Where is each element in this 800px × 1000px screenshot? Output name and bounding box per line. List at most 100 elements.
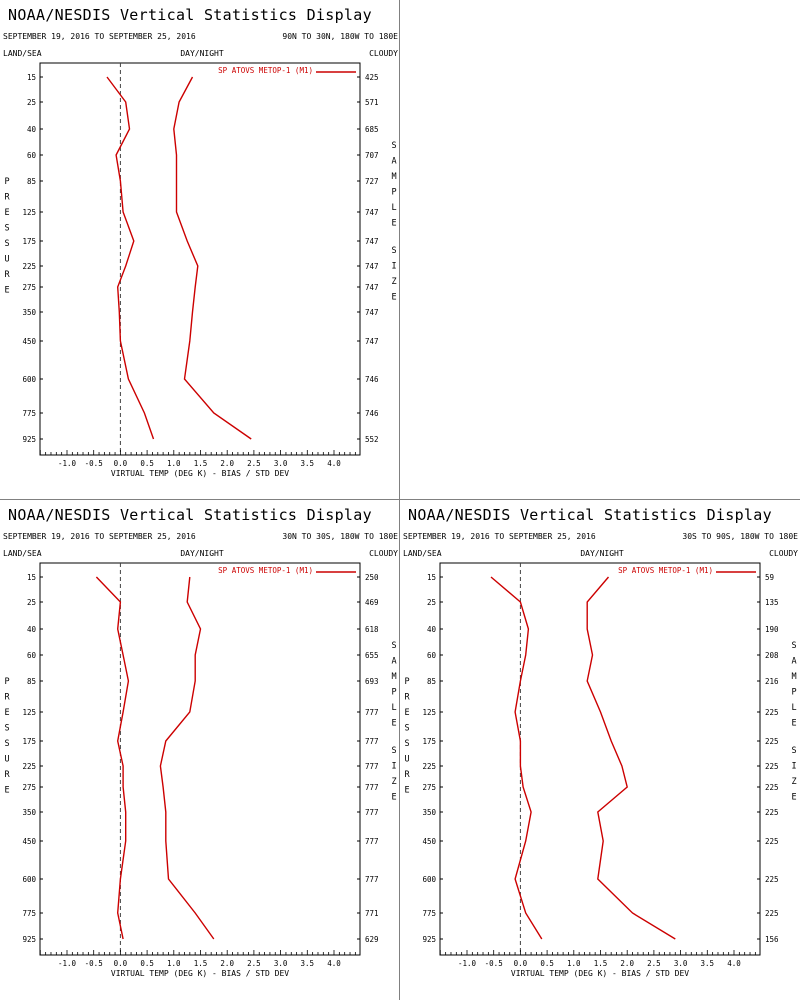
sample-size-axis-letter: A	[791, 657, 796, 667]
chart-panel-south: NOAA/NESDIS Vertical Statistics Display S…	[400, 500, 800, 1000]
sample-size-label: 747	[365, 208, 379, 217]
sample-size-axis-letter: S	[391, 246, 396, 256]
y-axis-label-letter: S	[4, 724, 9, 734]
legend-label: SP ATOVS METOP-1 (M1)	[618, 566, 713, 575]
pressure-level-label: 925	[22, 435, 36, 444]
x-tick-label: -0.5	[85, 459, 103, 468]
x-tick-label: 2.5	[647, 959, 661, 968]
pressure-level-label: 60	[27, 651, 37, 660]
x-tick-label: 0.5	[140, 459, 154, 468]
x-tick-label: 1.0	[567, 959, 581, 968]
y-axis-label-letter: S	[4, 239, 9, 249]
header-land-sea: LAND/SEA	[403, 549, 442, 558]
sample-size-axis-letter: E	[391, 793, 396, 803]
pressure-level-label: 15	[427, 573, 436, 582]
sample-size-axis-letter: P	[791, 688, 796, 698]
pressure-level-label: 125	[22, 208, 36, 217]
y-axis-label-letter: R	[4, 770, 10, 780]
y-axis-label-letter: R	[404, 770, 410, 780]
x-tick-label: 1.5	[194, 459, 208, 468]
sample-size-label: 59	[765, 573, 774, 582]
legend-label: SP ATOVS METOP-1 (M1)	[218, 66, 313, 75]
pressure-level-label: 775	[422, 909, 436, 918]
x-axis-label: VIRTUAL TEMP (DEG K) - BIAS / STD DEV	[111, 469, 289, 478]
sample-size-label: 747	[365, 308, 379, 317]
chart-svg-south: NOAA/NESDIS Vertical Statistics Display S…	[403, 506, 798, 978]
chart-title: NOAA/NESDIS Vertical Statistics Display	[8, 506, 372, 524]
x-tick-label: 2.0	[220, 959, 234, 968]
sample-size-label: 777	[365, 808, 379, 817]
x-tick-label: 0.5	[140, 959, 154, 968]
sample-size-axis-letter: L	[791, 703, 796, 713]
sample-size-label: 707	[365, 151, 379, 160]
sample-size-axis-letter: L	[391, 203, 396, 213]
x-tick-label: 4.0	[327, 459, 341, 468]
sample-size-axis-letter: A	[391, 157, 396, 167]
x-tick-label: 0.0	[514, 959, 528, 968]
x-tick-label: 2.5	[247, 959, 261, 968]
pressure-level-label: 85	[27, 177, 36, 186]
sample-size-label: 685	[365, 125, 379, 134]
pressure-level-label: 125	[422, 708, 436, 717]
sample-size-label: 225	[765, 762, 779, 771]
x-tick-label: -1.0	[58, 459, 77, 468]
y-axis-label-letter: S	[404, 739, 409, 749]
sample-size-axis-letter: M	[391, 172, 396, 182]
y-axis-label-letter: S	[4, 224, 9, 234]
pressure-level-label: 775	[22, 909, 36, 918]
x-tick-label: 3.5	[301, 459, 315, 468]
region: 90N TO 30N, 180W TO 180E	[282, 32, 398, 41]
pressure-level-label: 125	[22, 708, 36, 717]
date-range: SEPTEMBER 19, 2016 TO SEPTEMBER 25, 2016	[403, 532, 596, 541]
chart-svg-north: NOAA/NESDIS Vertical Statistics Display S…	[3, 6, 398, 478]
sample-size-axis-letter: S	[791, 746, 796, 756]
x-tick-label: 4.0	[327, 959, 341, 968]
x-tick-label: 3.0	[674, 959, 688, 968]
sample-size-label: 425	[365, 73, 379, 82]
sample-size-label: 225	[765, 875, 779, 884]
pressure-level-label: 175	[422, 737, 436, 746]
sample-size-label: 777	[365, 875, 379, 884]
series-line-std-dev	[159, 576, 215, 940]
x-axis-label: VIRTUAL TEMP (DEG K) - BIAS / STD DEV	[511, 969, 689, 978]
x-tick-label: 1.5	[194, 959, 208, 968]
sample-size-label: 747	[365, 337, 379, 346]
sample-size-label: 552	[365, 435, 379, 444]
x-tick-label: -1.0	[458, 959, 477, 968]
pressure-level-label: 275	[22, 283, 36, 292]
sample-size-label: 225	[765, 808, 779, 817]
x-tick-label: 1.5	[594, 959, 608, 968]
plot-frame	[39, 562, 361, 956]
sample-size-label: 777	[365, 837, 379, 846]
y-axis-label-letter: U	[404, 755, 409, 765]
pressure-level-label: 775	[22, 409, 36, 418]
series-line-bias	[490, 576, 543, 940]
pressure-level-label: 350	[22, 308, 36, 317]
sample-size-axis-letter: E	[791, 719, 796, 729]
x-tick-label: -0.5	[85, 959, 103, 968]
y-axis-label-letter: R	[4, 270, 10, 280]
y-axis-label-letter: U	[4, 255, 9, 265]
sample-size-axis-letter: P	[391, 188, 396, 198]
plot-frame	[39, 62, 361, 456]
x-tick-label: 2.0	[620, 959, 634, 968]
sample-size-axis-letter: A	[391, 657, 396, 667]
chart-title: NOAA/NESDIS Vertical Statistics Display	[8, 6, 372, 24]
sample-size-label: 225	[765, 708, 779, 717]
sample-size-axis-letter: S	[791, 641, 796, 651]
plot-frame	[439, 562, 761, 956]
y-axis-label-letter: P	[404, 677, 409, 687]
sample-size-label: 208	[765, 651, 779, 660]
pressure-level-label: 600	[22, 375, 36, 384]
header-day-night: DAY/NIGHT	[180, 549, 224, 558]
sample-size-label: 693	[365, 677, 379, 686]
series-line-bias	[106, 76, 155, 440]
pressure-level-label: 60	[27, 151, 37, 160]
pressure-level-label: 40	[27, 125, 37, 134]
sample-size-label: 225	[765, 737, 779, 746]
sample-size-label: 225	[765, 837, 779, 846]
sample-size-axis-letter: M	[391, 672, 396, 682]
pressure-level-label: 85	[27, 677, 36, 686]
pressure-level-label: 175	[22, 237, 36, 246]
y-axis-label-letter: E	[404, 708, 409, 718]
